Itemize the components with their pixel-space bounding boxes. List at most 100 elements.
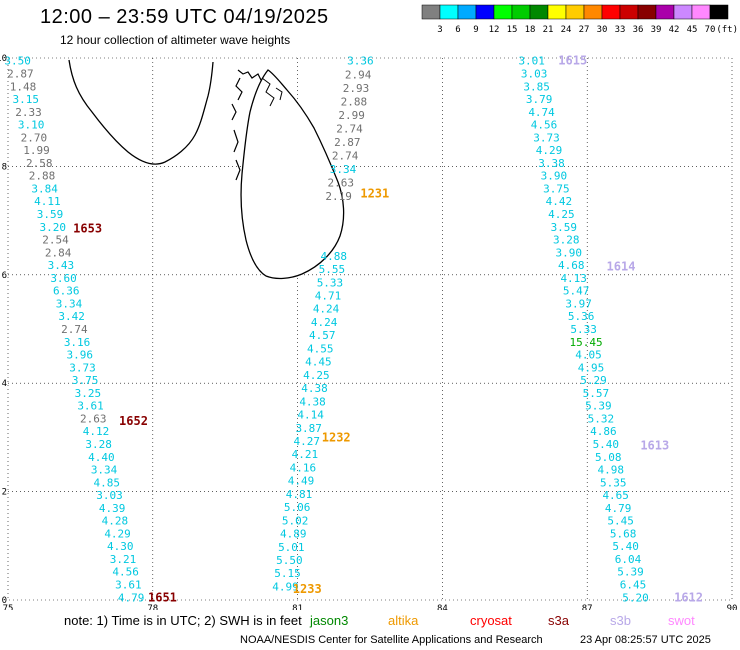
wave-height-value: 4.30 <box>107 540 134 553</box>
pass-number-label: 1612 <box>674 590 703 604</box>
wave-height-value: 3.60 <box>50 272 77 285</box>
lon-tick-label: 90 <box>727 604 738 610</box>
wave-height-value: 4.29 <box>104 527 131 540</box>
legend-item-s3b: s3b <box>610 613 631 628</box>
colorbar-label: 21 <box>543 25 554 35</box>
track-1612-1615: 3.013.033.853.794.744.563.734.293.383.90… <box>518 55 648 605</box>
colorbar-label: 15 <box>507 25 518 35</box>
wave-height-value: 2.94 <box>345 68 372 81</box>
wave-height-value: 5.47 <box>563 285 590 298</box>
wave-height-value: 5.08 <box>595 451 622 464</box>
wave-height-value: 4.24 <box>313 303 340 316</box>
wave-height-value: 3.85 <box>523 80 550 93</box>
wave-height-value: 15.45 <box>569 336 602 349</box>
map-frame <box>7 57 733 601</box>
wave-height-value: 3.15 <box>13 93 40 106</box>
palk-strait-coast <box>231 69 265 181</box>
wave-height-value: 6.04 <box>615 553 642 566</box>
wave-height-value: 4.89 <box>280 528 307 541</box>
wave-height-value: 4.16 <box>290 461 317 474</box>
wave-height-value: 4.29 <box>536 144 563 157</box>
colorbar-label: 24 <box>561 25 572 35</box>
wave-height-value: 6.45 <box>620 579 647 592</box>
wave-height-value: 3.61 <box>77 400 104 413</box>
pass-number-label: 1651 <box>148 590 177 604</box>
credit-line: NOAA/NESDIS Center for Satellite Applica… <box>240 634 543 646</box>
wave-height-value: 5.45 <box>607 515 634 528</box>
jaffna-lagoon <box>261 77 283 107</box>
wave-height-value: 4.38 <box>301 382 328 395</box>
legend-item-s3a: s3a <box>548 613 569 628</box>
wave-height-value: 4.79 <box>118 591 145 604</box>
wave-height-value: 2.87 <box>334 136 361 149</box>
wave-height-value: 5.57 <box>583 387 610 400</box>
wave-height-value: 2.63 <box>80 412 107 425</box>
wave-height-value: 5.33 <box>570 323 597 336</box>
lat-tick-label: 8 <box>2 162 7 172</box>
wave-height-value: 3.36 <box>347 55 374 68</box>
wave-height-value: 3.01 <box>518 55 545 68</box>
lat-tick-label: 4 <box>2 379 7 389</box>
wave-height-value: 4.95 <box>578 361 605 374</box>
wave-height-value: 4.65 <box>602 489 629 502</box>
legend-item-jason3: jason3 <box>310 613 349 628</box>
altimeter-tracks: 3.502.871.483.152.333.102.701.992.582.88… <box>4 55 648 605</box>
wave-height-value: 4.25 <box>548 208 575 221</box>
wave-height-value: 6.36 <box>53 285 80 298</box>
wave-height-value: 4.25 <box>303 369 330 382</box>
lat-tick-label: 0 <box>2 596 7 606</box>
wave-height-value: 4.68 <box>558 259 585 272</box>
track-1651-1653: 3.502.871.483.152.333.102.701.992.582.88… <box>4 55 144 605</box>
wave-height-value: 4.21 <box>292 448 319 461</box>
wave-height-value: 4.57 <box>309 329 336 342</box>
generated-timestamp: 23 Apr 08:25:57 UTC 2025 <box>580 634 711 646</box>
wave-height-value: 2.54 <box>42 234 69 247</box>
wave-height-value: 3.28 <box>85 438 112 451</box>
lat-tick-label: 10 <box>0 54 7 64</box>
wave-height-value: 3.59 <box>37 208 64 221</box>
wave-height-value: 4.56 <box>531 119 558 132</box>
legend-item-cryosat: cryosat <box>470 613 512 628</box>
legend-item-swot: swot <box>668 613 695 628</box>
colorbar-label: 42 <box>669 25 680 35</box>
wave-height-value: 4.49 <box>288 475 315 488</box>
sri-lanka-india-coastline <box>68 59 345 280</box>
pass-number-label: 1615 <box>558 54 587 68</box>
wave-height-value: 2.70 <box>21 131 48 144</box>
map-subtitle: 12 hour collection of altimeter wave hei… <box>60 33 291 47</box>
wave-height-value: 3.43 <box>48 259 75 272</box>
wave-height-value: 3.75 <box>72 374 99 387</box>
wave-height-value: 4.81 <box>286 488 313 501</box>
wave-height-value: 4.86 <box>590 425 617 438</box>
wave-height-value: 2.58 <box>26 157 53 170</box>
wave-height-value: 3.75 <box>543 182 570 195</box>
wave-height-value: 3.79 <box>526 93 553 106</box>
wave-height-value: 5.02 <box>282 514 309 527</box>
wave-height-value: 5.68 <box>610 527 637 540</box>
wave-height-value: 3.10 <box>18 119 45 132</box>
wave-height-value: 2.33 <box>15 106 42 119</box>
wave-height-value: 4.14 <box>297 409 324 422</box>
wave-height-value: 4.88 <box>321 250 348 263</box>
wave-height-map: 3.502.871.483.152.333.102.701.992.582.88… <box>0 54 738 610</box>
wave-height-value: 4.74 <box>528 106 555 119</box>
pass-number-label: 1652 <box>119 414 148 428</box>
wave-height-value: 4.27 <box>294 435 321 448</box>
wave-height-value: 2.88 <box>29 170 56 183</box>
pass-number-label: 1653 <box>73 222 102 236</box>
wave-height-value: 3.87 <box>295 422 322 435</box>
wave-height-value: 4.45 <box>305 356 332 369</box>
colorbar-label: 12 <box>489 25 500 35</box>
wave-height-value: 3.34 <box>56 297 83 310</box>
wave-height-value: 4.79 <box>605 502 632 515</box>
wave-height-value: 5.55 <box>319 263 346 276</box>
wave-height-value: 2.19 <box>325 190 352 203</box>
wave-height-value: 4.55 <box>307 342 334 355</box>
footer-note: note: 1) Time is in UTC; 2) SWH is in fe… <box>64 613 302 628</box>
wave-height-value: 4.05 <box>575 349 602 362</box>
wave-height-value: 4.38 <box>299 395 326 408</box>
wave-height-value: 2.63 <box>328 177 355 190</box>
wave-height-value: 3.38 <box>538 157 565 170</box>
wave-height-value: 2.74 <box>332 150 359 163</box>
wave-height-value: 3.16 <box>64 336 91 349</box>
